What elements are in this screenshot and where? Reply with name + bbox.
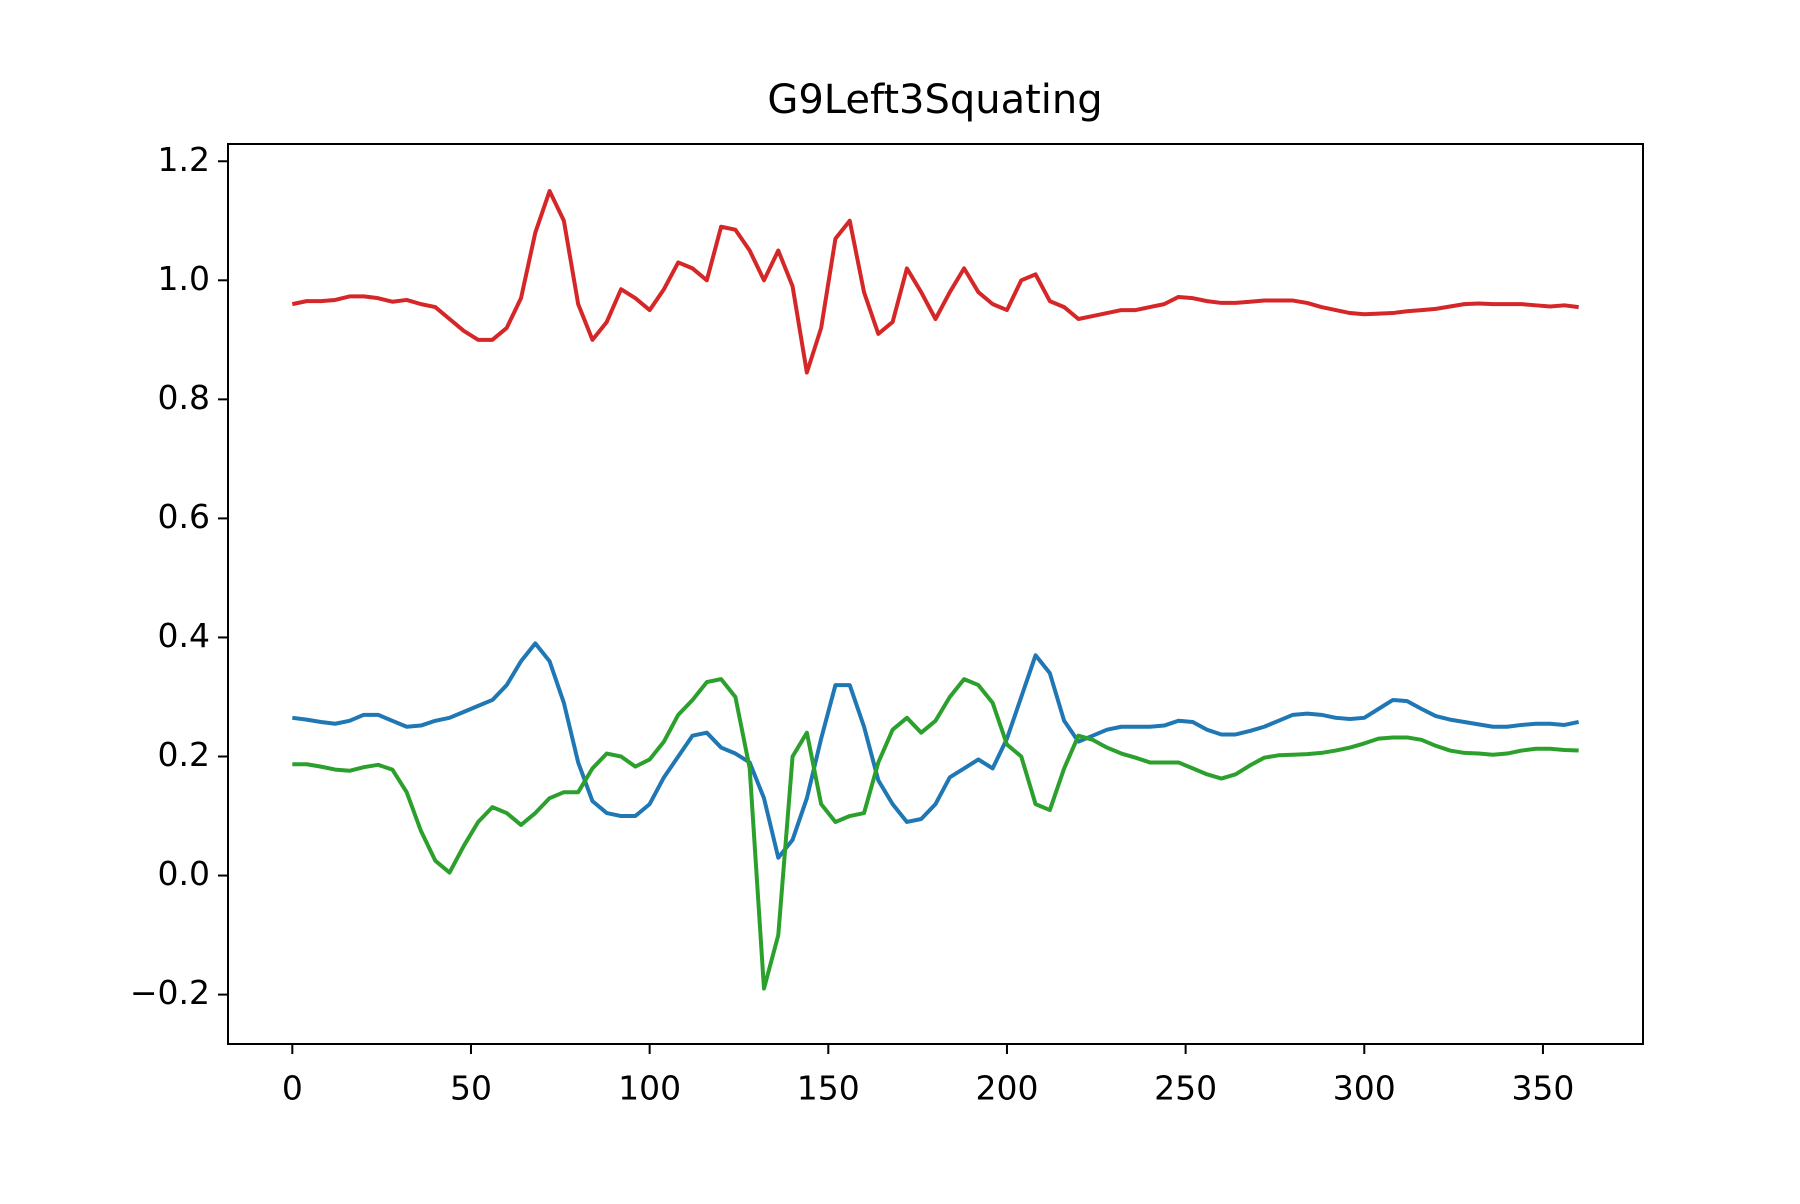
x-tick-label: 100 bbox=[618, 1069, 681, 1108]
x-tick-label: 250 bbox=[1154, 1069, 1217, 1108]
x-tick-label: 350 bbox=[1511, 1069, 1574, 1108]
line-series bbox=[292, 677, 1579, 991]
y-tick-label: −0.2 bbox=[130, 973, 210, 1012]
y-tick-label: 0.4 bbox=[158, 616, 210, 655]
plot-frame bbox=[227, 143, 1644, 1045]
y-tick-label: 0.8 bbox=[158, 378, 210, 417]
x-tick-label: 0 bbox=[282, 1069, 303, 1108]
x-tick-label: 200 bbox=[975, 1069, 1038, 1108]
y-tick-label: 1.0 bbox=[158, 259, 210, 298]
line-series bbox=[292, 641, 1580, 860]
line-series bbox=[291, 189, 1579, 375]
x-tick-label: 150 bbox=[797, 1069, 860, 1108]
y-tick-label: 0.6 bbox=[158, 497, 210, 536]
x-tick-label: 50 bbox=[450, 1069, 492, 1108]
chart-title: G9Left3Squating bbox=[767, 77, 1102, 123]
x-tick-label: 300 bbox=[1333, 1069, 1396, 1108]
y-tick-label: 0.0 bbox=[158, 854, 210, 893]
y-tick-label: 1.2 bbox=[158, 140, 210, 179]
y-tick-label: 0.2 bbox=[158, 735, 210, 774]
